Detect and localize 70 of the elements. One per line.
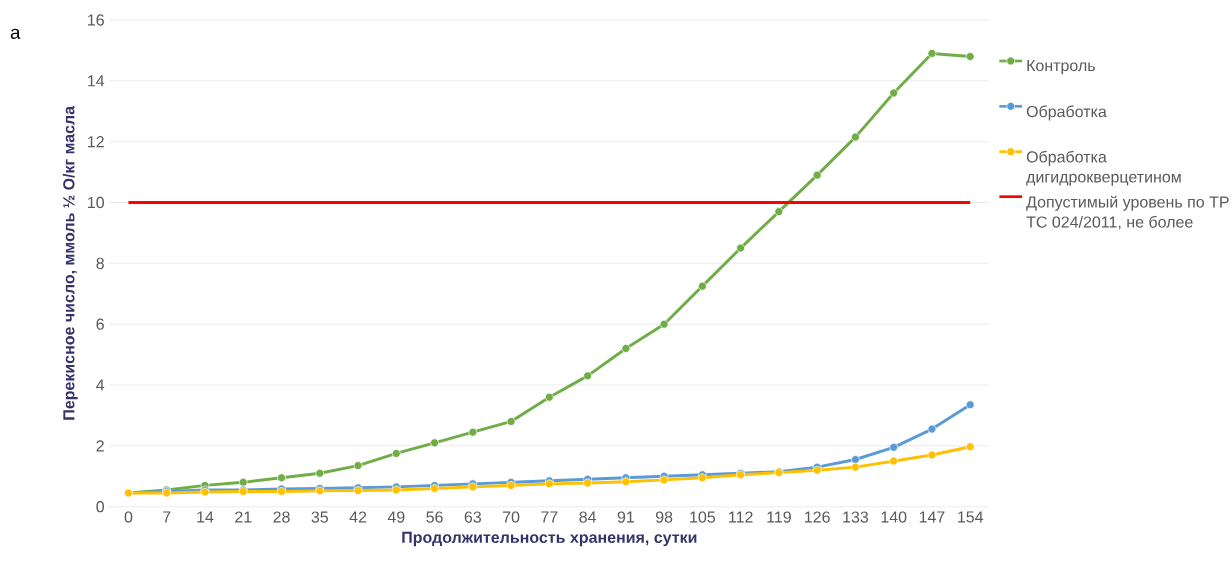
point xyxy=(889,443,899,452)
x-tick-label: 0 xyxy=(124,511,133,523)
x-tick-label: 126 xyxy=(805,511,830,523)
x-tick-label: 105 xyxy=(690,511,716,523)
x-tick-label: 21 xyxy=(235,511,252,523)
x-axis-title: Продолжительность хранения, сутки xyxy=(402,531,697,547)
x-tick-label: 140 xyxy=(881,511,907,523)
legend-label: Обработка xyxy=(1026,105,1107,121)
point xyxy=(889,88,899,98)
text: а xyxy=(10,28,21,39)
x-tick-label: 35 xyxy=(311,511,328,523)
point xyxy=(506,417,516,426)
point xyxy=(774,207,784,216)
point xyxy=(736,243,745,253)
x-tick-label: 49 xyxy=(387,511,405,523)
y-tick-label: 10 xyxy=(88,196,105,209)
y-tick-label: 8 xyxy=(96,257,104,269)
x-tick-label: 91 xyxy=(617,511,634,523)
point xyxy=(621,477,631,487)
point xyxy=(583,371,592,381)
x-tick-label: 63 xyxy=(464,511,482,523)
point xyxy=(698,281,707,291)
point xyxy=(659,319,669,329)
x-tick-label: 14 xyxy=(197,511,214,523)
point xyxy=(430,438,439,448)
point xyxy=(391,449,401,458)
y-tick-label: 4 xyxy=(96,379,105,391)
point xyxy=(468,427,478,437)
point xyxy=(315,468,325,478)
y-tick-label: 12 xyxy=(88,136,104,148)
point xyxy=(927,450,937,460)
x-tick-label: 98 xyxy=(655,511,673,523)
x-tick-label: 77 xyxy=(541,511,558,523)
x-tick-label: 70 xyxy=(502,511,520,523)
point xyxy=(965,442,975,452)
point xyxy=(812,170,822,180)
point xyxy=(927,49,937,58)
legend-label: Обработка дигидрокверцетином xyxy=(1026,150,1181,186)
legend-label: Допустимый уровень по ТР ТС 024/2011, не более xyxy=(1026,195,1229,230)
point xyxy=(583,478,592,488)
x-tick-label: 56 xyxy=(426,511,443,523)
point xyxy=(621,344,631,353)
x-tick-label: 154 xyxy=(958,511,984,523)
y-tick-label: 2 xyxy=(96,440,104,452)
y-tick-label: 0 xyxy=(96,501,105,513)
x-tick-label: 7 xyxy=(163,511,171,523)
point xyxy=(927,424,937,434)
x-tick-label: 84 xyxy=(579,511,597,523)
point xyxy=(965,400,975,410)
x-tick-label: 147 xyxy=(919,511,945,523)
x-tick-label: 112 xyxy=(729,511,753,523)
x-tick-label: 119 xyxy=(767,511,791,523)
y-axis-title: Перекисное число, ммоль ½ О/кг масла xyxy=(62,105,78,420)
x-tick-label: 42 xyxy=(349,511,367,523)
legend-label: Контроль xyxy=(1027,60,1095,75)
point xyxy=(353,461,363,470)
point xyxy=(851,132,860,142)
y-tick-label: 6 xyxy=(96,318,104,330)
point xyxy=(545,392,554,402)
x-tick-label: 133 xyxy=(843,511,869,523)
x-tick-label: 28 xyxy=(273,511,290,523)
point xyxy=(851,455,860,464)
point xyxy=(889,456,899,466)
point xyxy=(965,52,975,61)
point xyxy=(238,477,248,487)
point xyxy=(851,462,860,472)
point xyxy=(659,475,669,485)
y-tick-label: 14 xyxy=(88,75,105,87)
point xyxy=(277,473,286,483)
y-tick-label: 16 xyxy=(88,14,104,26)
